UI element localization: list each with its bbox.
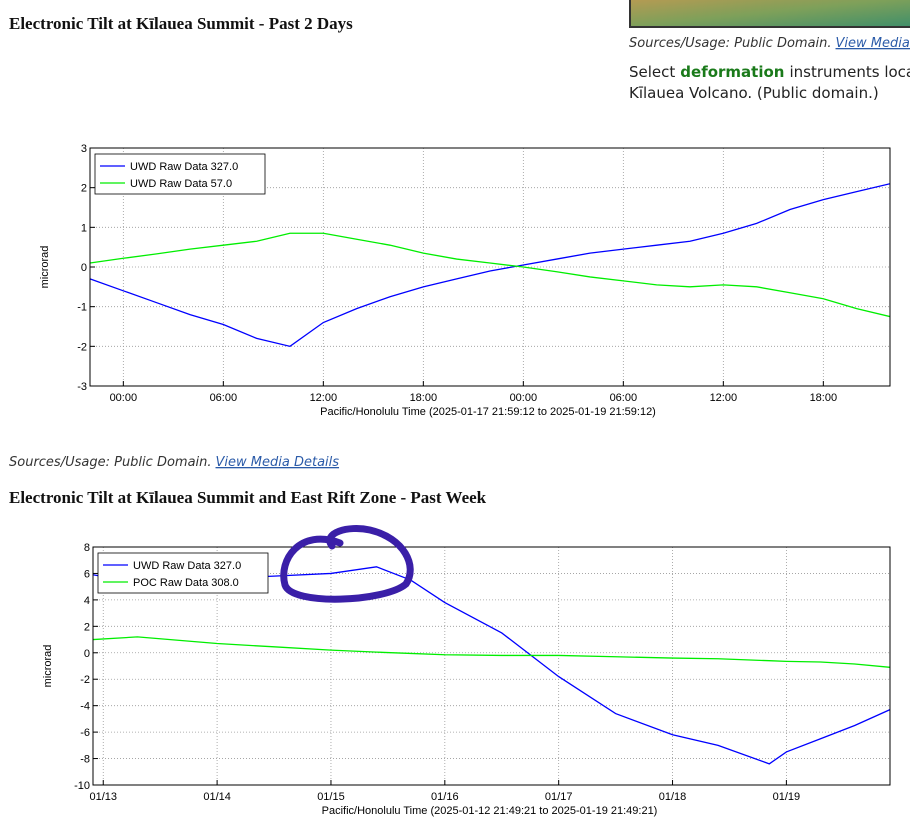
sources-text: Sources/Usage: Public Domain. bbox=[629, 36, 832, 51]
legend-label: UWD Raw Data 327.0 bbox=[130, 161, 238, 173]
x-tick-label: 01/17 bbox=[545, 791, 573, 803]
y-tick-label: 1 bbox=[81, 222, 87, 234]
media-link[interactable]: View Media D bbox=[836, 36, 910, 51]
map-thumbnail[interactable] bbox=[629, 0, 910, 28]
y-tick-label: 6 bbox=[84, 568, 90, 580]
y-tick-label: 0 bbox=[81, 262, 87, 274]
media-link[interactable]: View Media Details bbox=[216, 455, 340, 470]
legend-box bbox=[97, 552, 269, 594]
plot-frame bbox=[89, 147, 891, 387]
x-axis-label: Pacific/Honolulu Time (2025-01-17 21:59:… bbox=[320, 406, 656, 418]
caption-text: Select bbox=[629, 63, 675, 81]
data-line bbox=[92, 636, 891, 668]
legend-box bbox=[94, 153, 266, 195]
x-tick-label: 01/14 bbox=[203, 791, 231, 803]
y-tick-label: -3 bbox=[77, 381, 87, 393]
caption: Select deformation instruments locate bbox=[629, 63, 910, 81]
caption: Kīlauea Volcano. (Public domain.) bbox=[629, 84, 879, 102]
y-tick-label: 0 bbox=[84, 648, 90, 660]
legend-label: UWD Raw Data 57.0 bbox=[130, 178, 232, 190]
y-tick-label: -2 bbox=[77, 341, 87, 353]
x-tick-label: 12:00 bbox=[710, 392, 738, 404]
legend-label: POC Raw Data 308.0 bbox=[133, 577, 239, 589]
keyword-link[interactable]: deformation bbox=[680, 63, 784, 81]
x-tick-label: 01/13 bbox=[89, 791, 117, 803]
heading: Electronic Tilt at Kīlauea Summit and Ea… bbox=[9, 488, 487, 507]
x-tick-label: 06:00 bbox=[210, 392, 238, 404]
heading: Electronic Tilt at Kīlauea Summit - Past… bbox=[9, 14, 353, 33]
x-tick-label: 01/18 bbox=[659, 791, 687, 803]
sources: Sources/Usage: Public Domain. View Media … bbox=[9, 455, 339, 470]
plot-frame bbox=[92, 546, 891, 786]
data-line bbox=[89, 232, 891, 318]
x-tick-label: 01/15 bbox=[317, 791, 345, 803]
x-tick-label: 00:00 bbox=[510, 392, 538, 404]
y-tick-label: 4 bbox=[84, 595, 90, 607]
annotation-scribble bbox=[280, 525, 414, 603]
x-tick-label: 18:00 bbox=[810, 392, 838, 404]
x-tick-label: 00:00 bbox=[110, 392, 138, 404]
y-tick-label: -2 bbox=[80, 674, 90, 686]
y-tick-label: 2 bbox=[84, 621, 90, 633]
x-axis-label: Pacific/Honolulu Time (2025-01-12 21:49:… bbox=[322, 805, 658, 817]
caption-text: instruments locate bbox=[789, 63, 910, 81]
x-tick-label: 06:00 bbox=[610, 392, 638, 404]
y-axis-label: microrad bbox=[39, 246, 51, 289]
y-tick-label: -4 bbox=[80, 701, 90, 713]
x-tick-label: 18:00 bbox=[410, 392, 438, 404]
x-tick-label: 12:00 bbox=[310, 392, 338, 404]
y-tick-label: -6 bbox=[80, 727, 90, 739]
y-tick-label: 3 bbox=[81, 143, 87, 155]
y-tick-label: 8 bbox=[84, 542, 90, 554]
data-line bbox=[89, 183, 891, 348]
y-axis-label: microrad bbox=[42, 645, 54, 688]
y-tick-label: -10 bbox=[74, 780, 90, 792]
sources-text: Sources/Usage: Public Domain. bbox=[9, 455, 212, 470]
y-tick-label: 2 bbox=[81, 183, 87, 195]
y-tick-label: -1 bbox=[77, 302, 87, 314]
legend-label: UWD Raw Data 327.0 bbox=[133, 560, 241, 572]
x-tick-label: 01/19 bbox=[773, 791, 801, 803]
x-tick-label: 01/16 bbox=[431, 791, 459, 803]
y-tick-label: -8 bbox=[80, 754, 90, 766]
sources: Sources/Usage: Public Domain. View Media … bbox=[629, 36, 910, 51]
